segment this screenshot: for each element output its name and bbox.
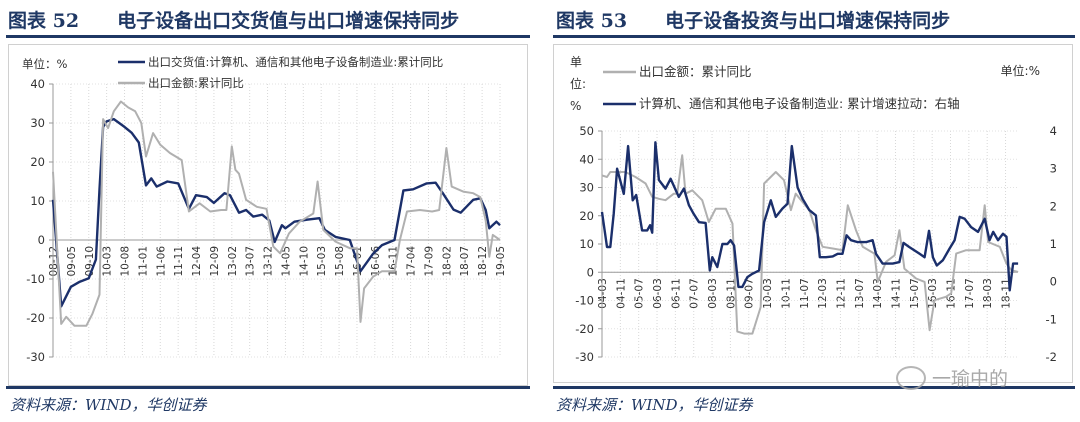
figure-52-source: 资料来源：WIND，华创证券 — [10, 396, 207, 414]
x-tick-label: 14-03 — [872, 278, 884, 309]
x-tick-label: 14-10 — [298, 246, 310, 277]
source-rule-left — [6, 386, 530, 389]
x-tick-label: 10-03 — [102, 246, 114, 277]
legend-label: 出口交货值:计算机、通信和其他电子设备制造业:累计同比 — [148, 55, 443, 69]
x-tick-label: 12-04 — [191, 246, 203, 277]
y-tick-label: 30 — [579, 181, 594, 195]
y2-tick-label: 2 — [1050, 199, 1057, 213]
y-tick-label: 20 — [579, 209, 594, 223]
x-tick-label: 14-05 — [280, 246, 292, 277]
x-tick-label: 07-07 — [689, 278, 701, 309]
unit-label-left: % — [570, 99, 581, 113]
y-tick-label: 30 — [30, 116, 45, 130]
x-tick-label: 18-03 — [982, 278, 994, 309]
x-tick-label: 08-03 — [707, 278, 719, 309]
x-tick-label: 15-07 — [909, 278, 921, 309]
x-tick-label: 09-07 — [744, 278, 756, 309]
x-tick-label: 11-01 — [137, 246, 149, 277]
watermark: 一瑜中的 — [896, 364, 1008, 391]
x-tick-label: 13-07 — [854, 278, 866, 309]
figure-52-title: 图表 52 电子设备出口交货值与出口增速保持同步 — [8, 6, 459, 33]
y2-tick-label: 0 — [1050, 275, 1057, 289]
y2-tick-label: -2 — [1046, 350, 1057, 364]
x-tick-label: 11-06 — [155, 246, 167, 277]
y-tick-label: 40 — [30, 77, 45, 91]
x-tick-label: 15-03 — [316, 246, 328, 277]
x-tick-label: 16-03 — [927, 278, 939, 309]
y-tick-label: 0 — [587, 265, 594, 279]
x-tick-label: 15-08 — [334, 246, 346, 277]
x-tick-label: 13-07 — [245, 246, 257, 277]
figure-52-heading: 电子设备出口交货值与出口增速保持同步 — [117, 10, 460, 32]
y-tick-label: 40 — [579, 152, 594, 166]
legend-label: 计算机、通信和其他电子设备制造业: 累计增速拉动：右轴 — [639, 96, 960, 111]
x-tick-label: 12-11 — [835, 278, 847, 309]
y2-tick-label: 4 — [1050, 124, 1057, 138]
legend-label: 出口金额：累计同比 — [639, 64, 752, 79]
x-tick-label: 11-07 — [799, 278, 811, 309]
wechat-icon — [896, 365, 926, 390]
x-tick-label: 17-07 — [964, 278, 976, 309]
x-tick-label: 13-12 — [263, 246, 275, 277]
series-line — [52, 100, 501, 327]
series-line — [51, 117, 501, 308]
x-tick-label: 12-09 — [209, 246, 221, 277]
y2-tick-label: -1 — [1046, 312, 1057, 326]
chart-53-frame — [553, 44, 1073, 383]
y2-tick-label: 3 — [1050, 162, 1057, 176]
y-tick-label: 0 — [38, 233, 45, 247]
series-line — [600, 141, 1019, 292]
unit-label: 单位：% — [22, 57, 67, 71]
y-tick-label: -20 — [26, 311, 45, 325]
figure-52-label: 图表 52 — [8, 10, 80, 32]
x-tick-label: 14-11 — [890, 278, 902, 309]
figure-53-title: 图表 53 电子设备投资与出口增速保持同步 — [556, 6, 950, 33]
legend-label: 出口金额:累计同比 — [148, 76, 244, 90]
x-tick-label: 19-05 — [495, 246, 507, 277]
y-tick-label: -30 — [26, 350, 45, 364]
chart-52-frame — [8, 44, 528, 386]
unit-label-right: 单位:% — [1001, 63, 1040, 78]
y-tick-label: 10 — [30, 194, 45, 208]
y-tick-label: -10 — [26, 272, 45, 286]
unit-label-left: 位: — [570, 76, 586, 91]
y-tick-label: -30 — [575, 350, 594, 364]
x-tick-label: 12-03 — [817, 278, 829, 309]
x-tick-label: 06-03 — [652, 278, 664, 309]
watermark-text: 一瑜中的 — [932, 368, 1009, 390]
y2-tick-label: 1 — [1050, 237, 1057, 251]
figure-53-label: 图表 53 — [556, 10, 628, 32]
x-tick-label: 09-05 — [66, 246, 78, 277]
source-rule-right — [553, 386, 1075, 389]
y-tick-label: 50 — [579, 124, 594, 138]
title-rule-left — [6, 35, 530, 38]
y-tick-label: 10 — [579, 237, 594, 251]
y-tick-label: -10 — [575, 294, 594, 308]
title-rule-right — [553, 35, 1075, 38]
x-tick-label: 06-11 — [670, 278, 682, 309]
y-tick-label: -20 — [575, 322, 594, 336]
figure-53-source: 资料来源：WIND，华创证券 — [556, 396, 753, 414]
x-tick-label: 04-03 — [597, 278, 609, 309]
x-tick-label: 17-04 — [406, 246, 418, 277]
x-tick-label: 04-11 — [615, 278, 627, 309]
x-tick-label: 10-03 — [762, 278, 774, 309]
x-tick-label: 17-09 — [423, 246, 435, 277]
x-tick-label: 18-02 — [441, 246, 453, 277]
x-tick-label: 18-07 — [459, 246, 471, 277]
y-tick-label: 20 — [30, 155, 45, 169]
x-tick-label: 13-02 — [227, 246, 239, 277]
unit-label-left: 单 — [570, 55, 582, 69]
x-tick-label: 18-12 — [477, 246, 489, 277]
x-tick-label: 10-11 — [780, 278, 792, 309]
figure-53-heading: 电子设备投资与出口增速保持同步 — [665, 10, 951, 32]
x-tick-label: 10-08 — [120, 246, 132, 277]
x-tick-label: 05-07 — [634, 278, 646, 309]
x-tick-label: 11-11 — [173, 246, 185, 277]
